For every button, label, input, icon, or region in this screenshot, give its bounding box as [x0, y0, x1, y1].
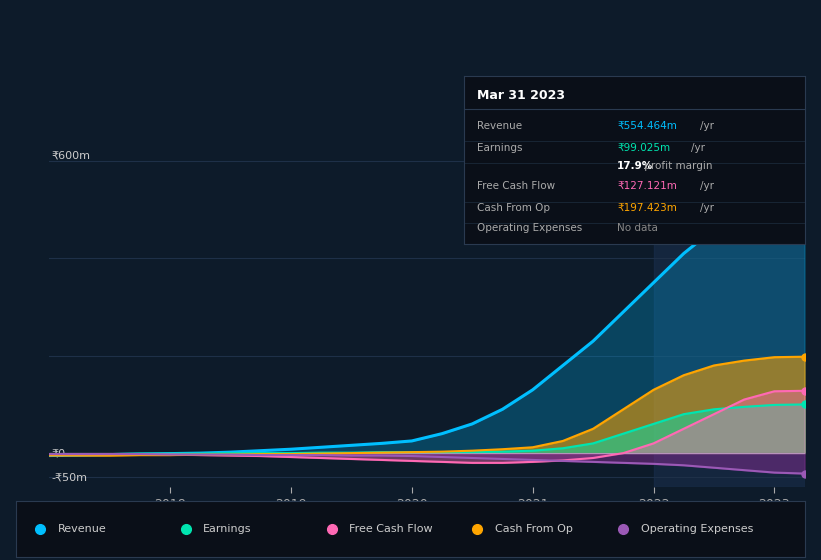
Text: profit margin: profit margin	[641, 161, 713, 171]
Text: /yr: /yr	[690, 143, 704, 153]
Text: /yr: /yr	[700, 203, 714, 213]
Text: /yr: /yr	[700, 181, 714, 192]
Text: Free Cash Flow: Free Cash Flow	[478, 181, 556, 192]
Text: Revenue: Revenue	[478, 121, 523, 131]
Text: ₹600m: ₹600m	[52, 151, 90, 161]
Text: Mar 31 2023: Mar 31 2023	[478, 89, 566, 102]
Text: ₹99.025m: ₹99.025m	[617, 143, 670, 153]
Text: Revenue: Revenue	[57, 524, 106, 534]
Text: Cash From Op: Cash From Op	[478, 203, 551, 213]
Text: No data: No data	[617, 223, 658, 234]
Text: ₹554.464m: ₹554.464m	[617, 121, 677, 131]
Text: -₹50m: -₹50m	[52, 473, 88, 483]
Text: Free Cash Flow: Free Cash Flow	[349, 524, 433, 534]
Bar	[654, 151, 805, 487]
Text: 17.9%: 17.9%	[617, 161, 654, 171]
Text: Earnings: Earnings	[204, 524, 252, 534]
Text: ₹127.121m: ₹127.121m	[617, 181, 677, 192]
Text: Cash From Op: Cash From Op	[495, 524, 573, 534]
Text: ₹197.423m: ₹197.423m	[617, 203, 677, 213]
Text: Operating Expenses: Operating Expenses	[640, 524, 753, 534]
Text: /yr: /yr	[700, 121, 714, 131]
Text: Operating Expenses: Operating Expenses	[478, 223, 583, 234]
Text: ₹0: ₹0	[52, 448, 66, 458]
Text: Earnings: Earnings	[478, 143, 523, 153]
